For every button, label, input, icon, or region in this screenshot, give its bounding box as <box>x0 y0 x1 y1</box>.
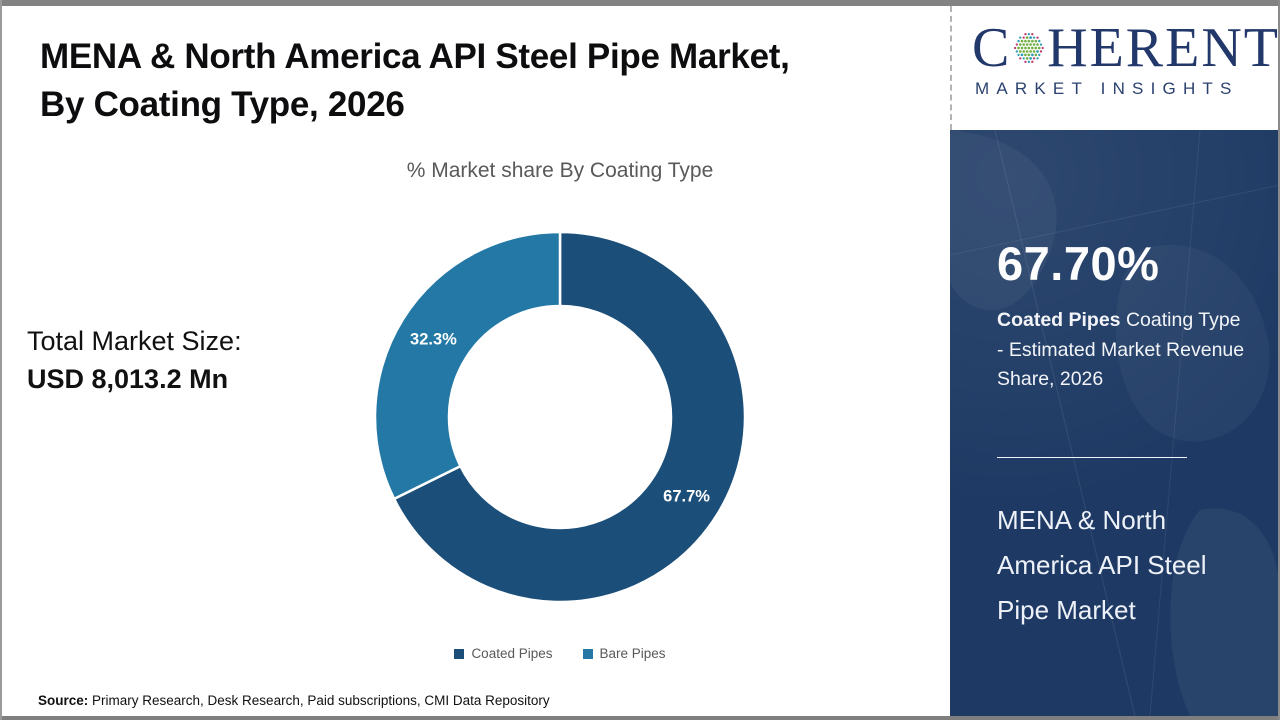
page-title-line1: MENA & North America API Steel Pipe Mark… <box>40 37 790 76</box>
sidebar-market-title: MENA & North America API Steel Pipe Mark… <box>997 505 1207 625</box>
highlight-sidebar: 67.70% Coated Pipes Coating Type - Estim… <box>950 130 1280 716</box>
legend-label-coated-pipes: Coated Pipes <box>471 646 553 661</box>
globe-dots-icon <box>1014 33 1045 63</box>
donut-slice-bare-pipes <box>373 230 562 501</box>
logo-letters-herent: HERENT <box>1047 17 1280 79</box>
legend-item-coated-pipes: Coated Pipes <box>454 646 553 661</box>
highlight-description: Coated Pipes Coating Type - Estimated Ma… <box>997 306 1249 395</box>
frame-border-top <box>0 0 1280 6</box>
chart-legend: Coated Pipes Bare Pipes <box>330 646 790 661</box>
frame-border-right <box>1278 0 1280 720</box>
chart-subtitle: % Market share By Coating Type <box>406 159 714 182</box>
highlight-percentage: 67.70% <box>997 237 1160 290</box>
frame-border-left <box>0 0 2 720</box>
source-label: Source: <box>38 693 89 708</box>
brand-logo: C HERENT <box>972 20 1280 76</box>
legend-label-bare-pipes: Bare Pipes <box>599 646 666 661</box>
donut-data-label-coated-pipes: 67.7% <box>663 488 710 506</box>
world-map-overlay <box>950 130 1280 716</box>
highlight-description-bold: Coated Pipes <box>997 309 1121 331</box>
total-market-size-label: Total Market Size: <box>27 326 242 356</box>
highlight-description-rest: Coating Type - Estimated Market Revenue … <box>997 309 1245 390</box>
logo-letter-c: C <box>972 17 1012 79</box>
legend-swatch-coated-pipes <box>454 648 465 659</box>
source-text: Primary Research, Desk Research, Paid su… <box>88 693 550 708</box>
legend-item-bare-pipes: Bare Pipes <box>582 646 666 661</box>
chart-area: MENA & North America API Steel Pipe Mark… <box>27 33 920 708</box>
total-market-size-block: Total Market Size: USD 8,013.2 Mn <box>27 323 242 399</box>
donut-data-label-bare-pipes: 32.3% <box>410 330 457 348</box>
sidebar-divider <box>997 457 1187 458</box>
source-note: Source: Primary Research, Desk Research,… <box>38 693 550 708</box>
donut-chart: 67.7% 32.3% <box>373 230 747 604</box>
donut-slice-coated-pipes <box>392 230 747 604</box>
legend-swatch-bare-pipes <box>582 648 593 659</box>
frame-border-bottom <box>0 716 1280 720</box>
page-title-line2: By Coating Type, 2026 <box>40 85 405 125</box>
logo-subtitle: MARKET INSIGHTS <box>975 79 1239 98</box>
page-title: MENA & North America API Steel Pipe Mark… <box>40 33 920 130</box>
brand-logo-box: C HERENT MARKET INSIGHTS <box>950 6 1280 130</box>
total-market-size-value: USD 8,013.2 Mn <box>27 363 229 394</box>
